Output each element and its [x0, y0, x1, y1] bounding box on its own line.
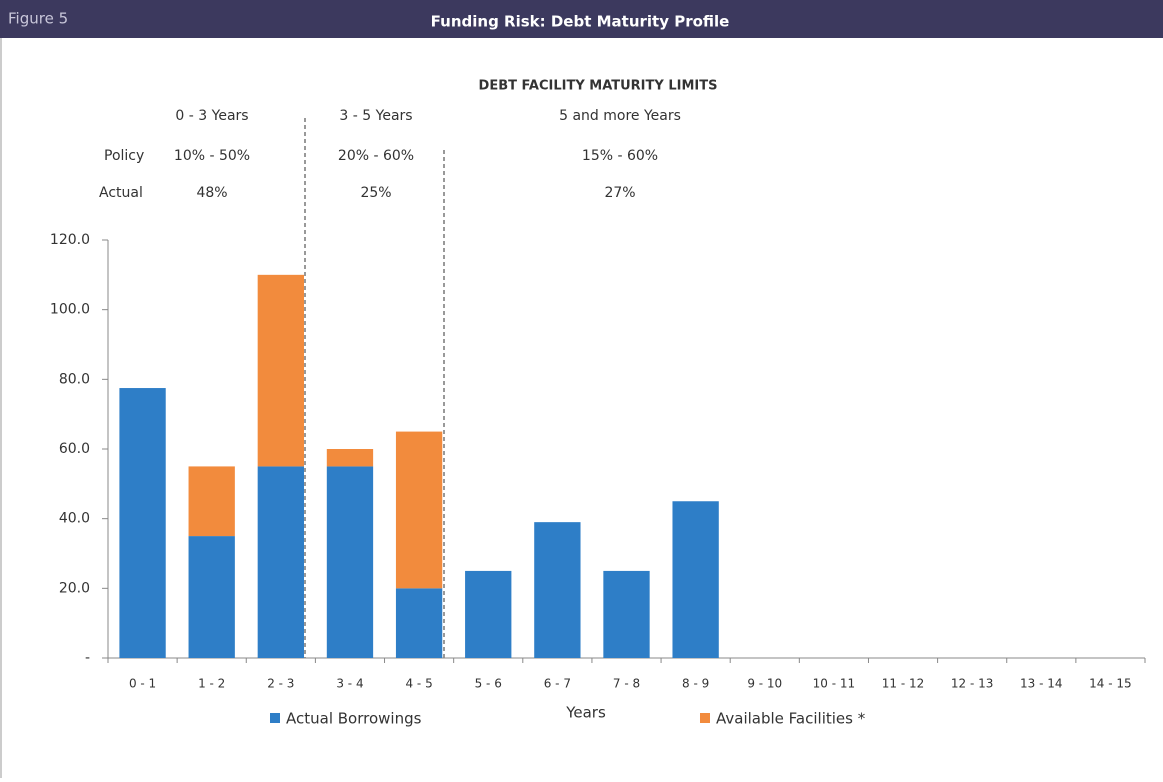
x-tick-label: 9 - 10: [747, 677, 782, 691]
row-label: Policy: [104, 148, 144, 164]
y-tick-label: 80.0: [59, 371, 90, 387]
legend-swatch: [270, 713, 280, 723]
bar-segment: [257, 274, 304, 467]
x-tick-label: 6 - 7: [544, 677, 571, 691]
legend-label: Actual Borrowings: [286, 710, 422, 728]
x-tick-label: 4 - 5: [405, 677, 432, 691]
bar-segment: [672, 501, 719, 658]
policy-range: 10% - 50%: [174, 148, 250, 164]
x-tick-label: 2 - 3: [267, 677, 294, 691]
actual-share: 27%: [604, 185, 635, 201]
bar-segment: [395, 431, 443, 589]
x-tick-label: 14 - 15: [1089, 677, 1132, 691]
x-tick-label: 0 - 1: [129, 677, 156, 691]
policy-range: 20% - 60%: [338, 148, 414, 164]
x-tick-label: 12 - 13: [951, 677, 994, 691]
y-tick-label: 120.0: [50, 232, 90, 248]
bar-segment: [257, 466, 304, 658]
x-tick-label: 5 - 6: [475, 677, 502, 691]
x-tick-label: 3 - 4: [336, 677, 363, 691]
policy-range: 15% - 60%: [582, 148, 658, 164]
bar-segment: [188, 536, 235, 658]
y-tick-label: -: [85, 650, 90, 666]
bar-segment: [465, 570, 512, 658]
header-bar: [0, 0, 1163, 38]
chart-title: Funding Risk: Debt Maturity Profile: [431, 13, 730, 31]
bar-segment: [188, 466, 235, 537]
bar-segment: [119, 388, 166, 658]
actual-share: 25%: [360, 185, 391, 201]
actual-share: 48%: [196, 185, 227, 201]
x-tick-label: 10 - 11: [813, 677, 856, 691]
bar-segment: [326, 449, 374, 467]
row-label: Actual: [99, 185, 143, 201]
x-tick-label: 11 - 12: [882, 677, 925, 691]
chart-subtitle: DEBT FACILITY MATURITY LIMITS: [479, 79, 718, 94]
x-tick-label: 13 - 14: [1020, 677, 1063, 691]
x-tick-label: 1 - 2: [198, 677, 225, 691]
bar-segment: [326, 466, 374, 658]
legend-swatch: [700, 713, 710, 723]
y-tick-label: 20.0: [59, 580, 90, 596]
y-tick-label: 60.0: [59, 441, 90, 457]
bar-segment: [603, 570, 650, 658]
bar-segment: [534, 522, 581, 658]
legend-label: Available Facilities *: [716, 710, 866, 728]
y-tick-label: 40.0: [59, 511, 90, 527]
x-axis-label: Years: [565, 704, 606, 722]
period-label: 5 and more Years: [559, 108, 681, 124]
x-tick-label: 8 - 9: [682, 677, 709, 691]
y-tick-label: 100.0: [50, 302, 90, 318]
x-tick-label: 7 - 8: [613, 677, 640, 691]
period-label: 0 - 3 Years: [175, 108, 248, 124]
bar-segment: [395, 588, 443, 658]
figure-label: Figure 5: [8, 10, 68, 28]
period-label: 3 - 5 Years: [339, 108, 412, 124]
